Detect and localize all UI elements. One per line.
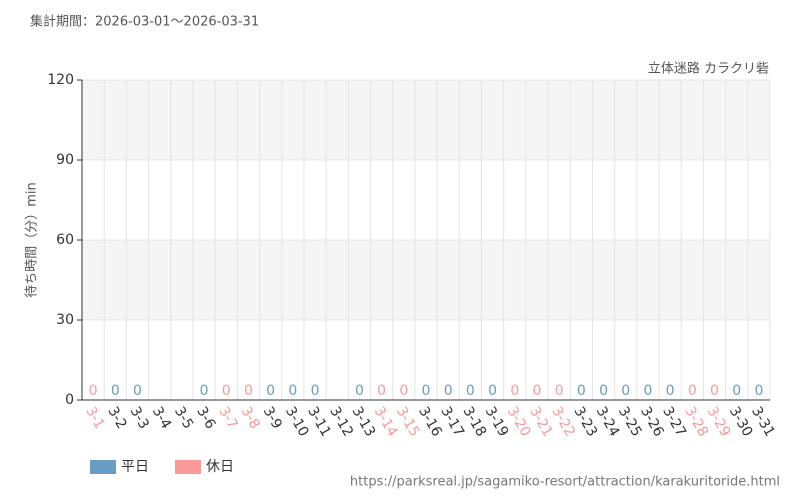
y-tick-label: 120 bbox=[47, 72, 74, 88]
y-tick-label: 60 bbox=[56, 232, 74, 248]
data-label: 0 bbox=[222, 383, 231, 399]
data-label: 0 bbox=[488, 383, 497, 399]
data-label: 0 bbox=[399, 383, 408, 399]
data-label: 0 bbox=[533, 383, 542, 399]
data-label: 0 bbox=[666, 383, 675, 399]
y-axis-label: 待ち時間（分）min bbox=[25, 182, 40, 298]
data-label: 0 bbox=[288, 383, 297, 399]
data-label: 0 bbox=[643, 383, 652, 399]
data-label: 0 bbox=[266, 383, 275, 399]
x-tick-label: 3-31 bbox=[748, 404, 778, 440]
data-label: 0 bbox=[466, 383, 475, 399]
x-tick-label: 3-9 bbox=[260, 404, 285, 432]
x-tick-label: 3-2 bbox=[104, 404, 129, 432]
data-label: 0 bbox=[732, 383, 741, 399]
source-url: https://parksreal.jp/sagamiko-resort/att… bbox=[350, 475, 780, 490]
data-label: 0 bbox=[599, 383, 608, 399]
x-tick-label: 3-5 bbox=[171, 404, 196, 432]
legend-label: 平日 bbox=[121, 459, 149, 475]
chart-subtitle: 集計期間：2026-03-01～2026-03-31 bbox=[30, 14, 259, 30]
x-tick-label: 3-7 bbox=[215, 404, 240, 432]
x-tick-label: 3-6 bbox=[193, 404, 218, 432]
grid-band bbox=[82, 240, 770, 320]
data-label: 0 bbox=[444, 383, 453, 399]
legend-swatch bbox=[90, 460, 116, 474]
x-tick-label: 3-1 bbox=[82, 404, 107, 432]
chart-title: 立体迷路 カラクリ砦 bbox=[648, 61, 769, 77]
data-label: 0 bbox=[754, 383, 763, 399]
data-label: 0 bbox=[311, 383, 320, 399]
data-label: 0 bbox=[377, 383, 386, 399]
y-tick-label: 90 bbox=[56, 152, 74, 168]
data-label: 0 bbox=[111, 383, 120, 399]
data-label: 0 bbox=[89, 383, 98, 399]
y-tick-label: 30 bbox=[56, 312, 74, 328]
data-label: 0 bbox=[133, 383, 142, 399]
data-label: 0 bbox=[510, 383, 519, 399]
data-label: 0 bbox=[710, 383, 719, 399]
data-label: 0 bbox=[200, 383, 209, 399]
y-tick-label: 0 bbox=[65, 392, 74, 408]
x-tick-label: 3-3 bbox=[127, 404, 152, 432]
x-tick-label: 3-4 bbox=[149, 404, 174, 432]
x-tick-label: 3-8 bbox=[238, 404, 263, 432]
data-label: 0 bbox=[621, 383, 630, 399]
grid-band bbox=[82, 80, 770, 160]
data-label: 0 bbox=[555, 383, 564, 399]
data-label: 0 bbox=[577, 383, 586, 399]
data-label: 0 bbox=[422, 383, 431, 399]
legend-swatch bbox=[175, 460, 201, 474]
data-label: 0 bbox=[244, 383, 253, 399]
legend-label: 休日 bbox=[206, 459, 234, 475]
data-label: 0 bbox=[355, 383, 364, 399]
data-label: 0 bbox=[688, 383, 697, 399]
